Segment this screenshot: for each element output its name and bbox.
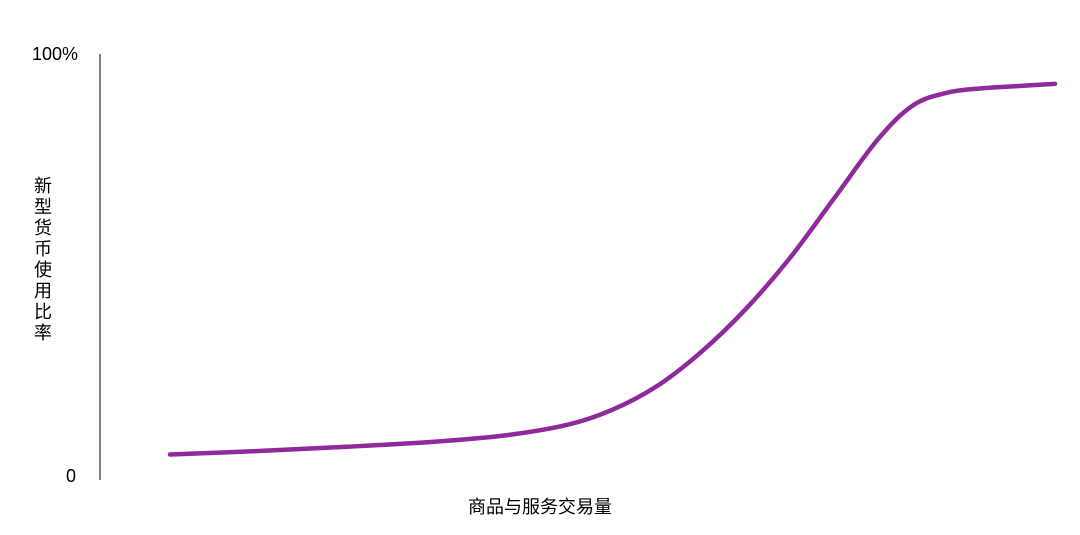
x-axis-title: 商品与服务交易量	[0, 493, 1080, 519]
y-axis-min-label: 0	[66, 466, 76, 487]
y-axis-max-label: 100%	[32, 44, 78, 65]
y-axis-title: 新型货币使用比率	[29, 176, 55, 344]
series-line	[170, 84, 1055, 455]
adoption-curve-chart: 100% 0 新型货币使用比率 商品与服务交易量	[0, 0, 1080, 535]
chart-svg	[0, 0, 1080, 535]
